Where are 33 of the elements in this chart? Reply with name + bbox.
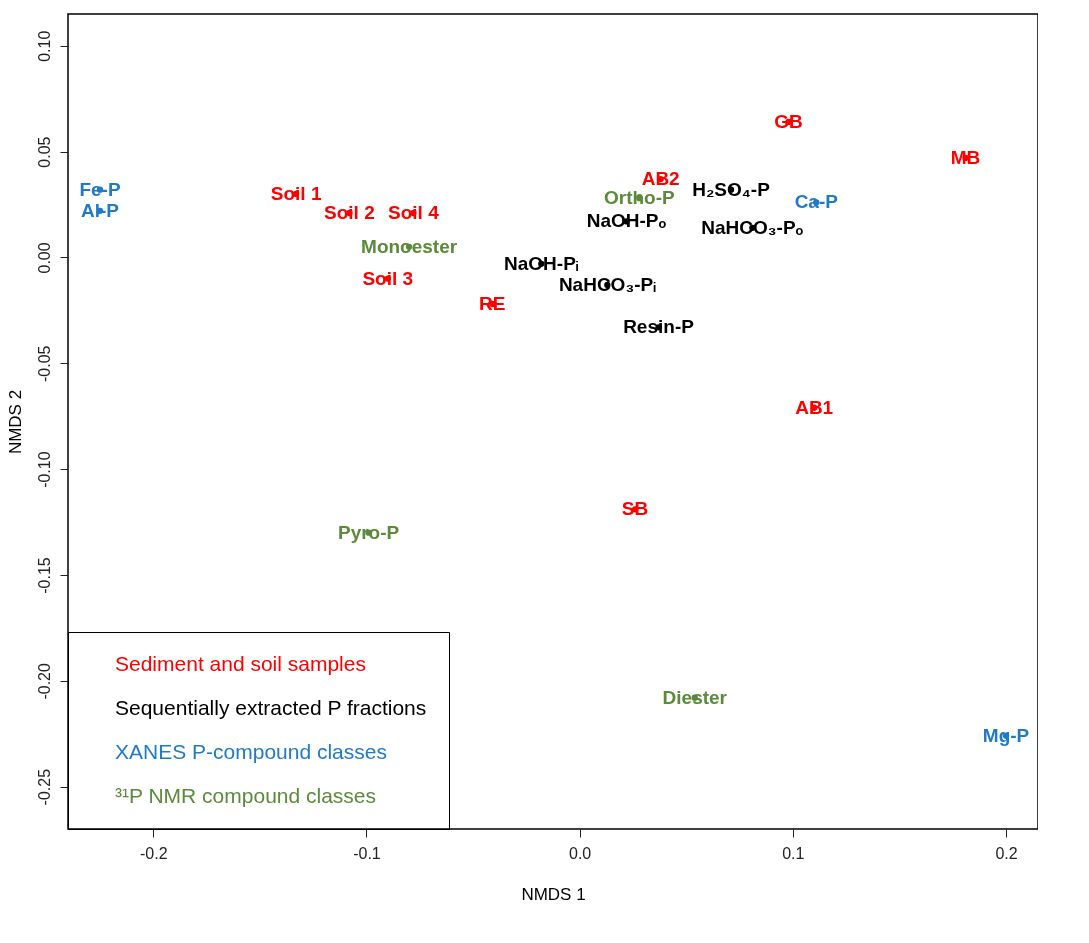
x-tick-label: 0.0 (569, 844, 592, 862)
y-tick-label: -0.10 (35, 451, 53, 488)
data-label: Monoester (361, 235, 458, 257)
data-label: NaHCO₃-Pₒ (701, 216, 804, 238)
y-tick-label: -0.25 (35, 768, 53, 806)
text: XANES P-compound classes (115, 739, 387, 763)
data-label: Resin-P (623, 316, 695, 338)
text: Sequentially extracted P fractions (115, 695, 427, 719)
data-label: Diester (662, 686, 728, 708)
data-label: NaOH-Pᵢ (504, 252, 579, 274)
x-axis-title: NMDS 1 (521, 884, 586, 904)
y-tick-label: -0.20 (35, 662, 53, 700)
y-axis-title: NMDS 2 (5, 389, 25, 455)
data-label: Mg-P (982, 724, 1030, 746)
y-tick-label: 0.00 (35, 242, 53, 274)
y-tick-label: 0.05 (35, 136, 53, 168)
data-label: Al-P (80, 199, 120, 221)
data-label: MB (950, 146, 981, 168)
text: ³¹P NMR compound classes (115, 783, 377, 807)
y-tick-label: -0.15 (35, 557, 53, 594)
y-tick-label: 0.10 (35, 30, 53, 62)
x-tick-label: 0.2 (995, 844, 1018, 862)
x-tick-label: -0.2 (139, 844, 168, 862)
data-label: Ortho-P (603, 187, 676, 209)
y-tick-label: -0.05 (35, 345, 53, 383)
data-label: H₂SO₄-P (692, 178, 771, 200)
data-label: NaHCO₃-Pᵢ (558, 273, 657, 295)
data-label: NaOH-Pₒ (586, 210, 667, 232)
text: Sediment and soil samples (115, 651, 366, 675)
data-label: RE (479, 293, 506, 315)
data-label: Pyro-P (337, 521, 400, 543)
x-tick-label: 0.1 (782, 844, 805, 862)
x-tick-label: -0.1 (353, 844, 381, 862)
